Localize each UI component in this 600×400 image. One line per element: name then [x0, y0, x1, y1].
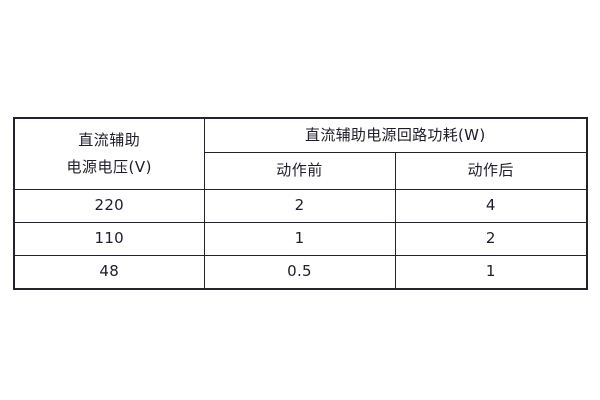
header-cell-before-action: 动作前 [203, 152, 396, 190]
table-header-row-secondary: 动作前 动作后 [14, 152, 588, 190]
spec-table-container: 直流辅助 电源电压(V) 直流辅助电源回路功耗(W) 动作前 动作后 220 2… [13, 117, 588, 290]
header-cell-voltage: 直流辅助 电源电压(V) [13, 117, 205, 190]
header-voltage-line2: 电源电压(V) [66, 157, 152, 176]
cell-voltage: 48 [13, 255, 205, 290]
header-cell-power-group: 直流辅助电源回路功耗(W) [203, 117, 588, 153]
table-row: 48 0.5 1 [13, 255, 588, 290]
table-row: 220 2 4 [13, 189, 588, 223]
cell-after: 2 [394, 222, 588, 256]
table-row: 110 1 2 [13, 222, 588, 256]
header-cell-after-action: 动作后 [394, 152, 588, 190]
dc-auxiliary-power-table: 直流辅助 电源电压(V) 直流辅助电源回路功耗(W) 动作前 动作后 220 2… [13, 117, 588, 290]
cell-voltage: 110 [13, 222, 205, 256]
cell-before: 1 [203, 222, 396, 256]
cell-after: 1 [394, 255, 588, 290]
cell-before: 2 [203, 189, 396, 223]
header-voltage-line1: 直流辅助 [78, 130, 141, 149]
cell-before: 0.5 [203, 255, 396, 290]
cell-voltage: 220 [13, 189, 205, 223]
table-header-row-primary: 直流辅助 电源电压(V) 直流辅助电源回路功耗(W) [13, 117, 588, 190]
cell-after: 4 [394, 189, 588, 223]
